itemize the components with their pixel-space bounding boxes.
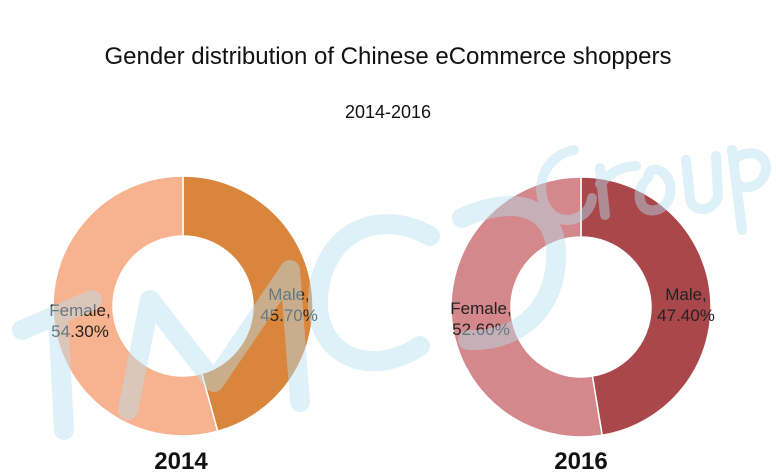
donut-2016: Male, 47.40% Female, 52.60% <box>450 176 715 438</box>
chart-title: Gender distribution of Chinese eCommerce… <box>104 43 672 70</box>
slice-2014-male <box>182 175 314 433</box>
slice-2016-female <box>450 176 604 438</box>
slice-label-2014-male: Male, 45.70% <box>260 285 318 325</box>
chart-subtitle: 2014-2016 <box>344 102 432 122</box>
year-label-2016: 2016 <box>554 448 607 475</box>
year-label-2014: 2014 <box>154 448 208 475</box>
slice-label-2016-female: Female, 52.60% <box>450 299 511 339</box>
slice-2014-female <box>52 175 219 437</box>
slice-label-2016-male: Male, 47.40% <box>657 285 715 325</box>
donut-2014: Male, 45.70% Female, 54.30% <box>49 175 318 437</box>
slice-2016-male <box>580 176 712 437</box>
slice-label-2014-female: Female, 54.30% <box>49 301 110 341</box>
